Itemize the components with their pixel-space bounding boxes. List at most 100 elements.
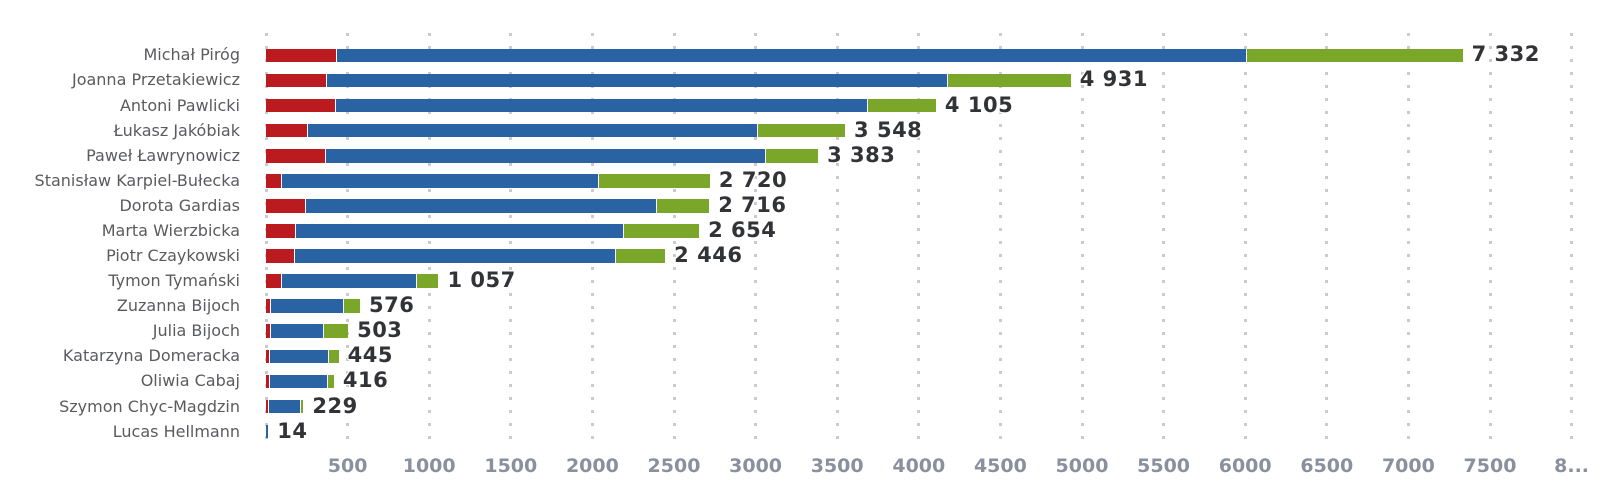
bar-row	[266, 399, 304, 414]
gridline	[509, 33, 513, 443]
bar-segment-blue[interactable]	[336, 48, 1246, 63]
bar-segment-green[interactable]	[342, 299, 360, 313]
category-label: Antoni Pawlicki	[119, 95, 240, 115]
bar-segment-red[interactable]	[266, 324, 271, 339]
bar-segment-green[interactable]	[756, 123, 846, 138]
bar-segment-green[interactable]	[598, 174, 710, 188]
bar-segment-red[interactable]	[266, 98, 335, 113]
bar-segment-red[interactable]	[266, 224, 295, 238]
bar-segment-green[interactable]	[328, 349, 339, 364]
bar-segment-blue[interactable]	[306, 123, 757, 138]
x-axis-tick-label: 2500	[647, 455, 701, 477]
gridline	[590, 33, 594, 443]
bar-segment-blue[interactable]	[270, 324, 324, 339]
gridline	[1325, 33, 1329, 443]
bar-row	[266, 48, 1463, 63]
bar-segment-red[interactable]	[266, 349, 270, 364]
value-label: 2 720	[718, 167, 788, 192]
x-axis-tick-label: 6500	[1300, 455, 1354, 477]
bar-segment-blue[interactable]	[269, 374, 328, 389]
value-label: 445	[347, 343, 393, 368]
bar-segment-blue[interactable]	[305, 199, 657, 213]
bar-row	[266, 324, 349, 339]
bar-row	[266, 174, 710, 188]
category-label: Michał Piróg	[143, 45, 240, 65]
bar-segment-green[interactable]	[415, 274, 439, 288]
value-label: 4 931	[1079, 67, 1148, 92]
category-label: Łukasz Jakóbiak	[113, 120, 240, 140]
bar-segment-green[interactable]	[946, 73, 1071, 88]
bar-segment-blue[interactable]	[334, 98, 868, 113]
bar-segment-red[interactable]	[266, 374, 270, 389]
bar-segment-red[interactable]	[266, 123, 307, 138]
bar-segment-blue[interactable]	[270, 299, 343, 313]
bar-segment-green[interactable]	[615, 249, 666, 263]
value-label: 229	[312, 393, 358, 418]
bar-segment-blue[interactable]	[280, 174, 599, 188]
x-axis-tick-label: 2000	[565, 455, 619, 477]
value-label: 2 716	[718, 192, 787, 217]
value-label: 14	[277, 418, 308, 443]
bar-row	[266, 148, 819, 163]
value-label: 2 446	[674, 243, 743, 268]
bar-segment-green[interactable]	[327, 374, 334, 389]
gridline	[998, 33, 1002, 443]
bar-row	[266, 98, 936, 113]
bar-segment-green[interactable]	[623, 224, 700, 238]
bar-row	[266, 349, 339, 364]
bar-segment-blue[interactable]	[267, 399, 301, 414]
value-label: 4 105	[944, 92, 1014, 117]
bar-segment-red[interactable]	[266, 399, 268, 414]
bar-row	[266, 224, 700, 238]
bar-segment-green[interactable]	[765, 148, 819, 163]
bar-segment-green[interactable]	[1245, 48, 1463, 63]
bar-segment-blue[interactable]	[280, 274, 416, 288]
x-axis-tick-label: 7500	[1463, 455, 1517, 477]
x-axis-tick-label: 3500	[810, 455, 864, 477]
x-axis-tick-label: 1000	[402, 455, 456, 477]
bar-segment-green[interactable]	[656, 199, 710, 213]
bar-segment-blue[interactable]	[266, 424, 269, 439]
bar-segment-green[interactable]	[867, 98, 936, 113]
value-label: 576	[369, 293, 415, 318]
bar-segment-blue[interactable]	[324, 148, 766, 163]
value-label: 7 332	[1471, 42, 1540, 67]
value-label: 503	[357, 318, 403, 343]
category-label: Julia Bijoch	[152, 321, 240, 341]
gridline	[754, 33, 758, 443]
bar-segment-green[interactable]	[300, 399, 304, 414]
gridline	[1406, 33, 1410, 443]
value-label: 3 548	[854, 117, 923, 142]
x-axis-tick-label: 1500	[484, 455, 538, 477]
x-axis-tick-label: 500	[327, 455, 368, 477]
bar-segment-red[interactable]	[266, 274, 281, 288]
category-label: Tymon Tymański	[108, 271, 240, 291]
bar-segment-red[interactable]	[266, 299, 271, 313]
value-label: 2 654	[708, 217, 777, 242]
x-axis-tick-label: 3000	[729, 455, 783, 477]
x-axis-tick-label: 5500	[1137, 455, 1191, 477]
bar-segment-red[interactable]	[266, 73, 327, 88]
gridline	[427, 33, 431, 443]
bar-segment-blue[interactable]	[269, 349, 328, 364]
gridline	[835, 33, 839, 443]
bar-row	[266, 424, 269, 439]
bar-segment-red[interactable]	[266, 249, 294, 263]
bar-row	[266, 299, 360, 313]
bar-row	[266, 249, 666, 263]
gridline	[917, 33, 921, 443]
bar-segment-blue[interactable]	[326, 73, 947, 88]
bar-segment-red[interactable]	[266, 199, 306, 213]
bar-segment-red[interactable]	[266, 148, 325, 163]
category-label: Szymon Chyc-Magdzin	[59, 396, 240, 416]
category-label: Dorota Gardias	[119, 195, 240, 215]
bar-segment-green[interactable]	[323, 324, 349, 339]
gridline	[346, 33, 350, 443]
bar-segment-blue[interactable]	[293, 249, 616, 263]
bar-segment-blue[interactable]	[294, 224, 624, 238]
bar-segment-red[interactable]	[266, 48, 337, 63]
bar-segment-red[interactable]	[266, 174, 281, 188]
gridline	[1243, 33, 1247, 443]
category-label: Oliwia Cabaj	[140, 371, 240, 391]
